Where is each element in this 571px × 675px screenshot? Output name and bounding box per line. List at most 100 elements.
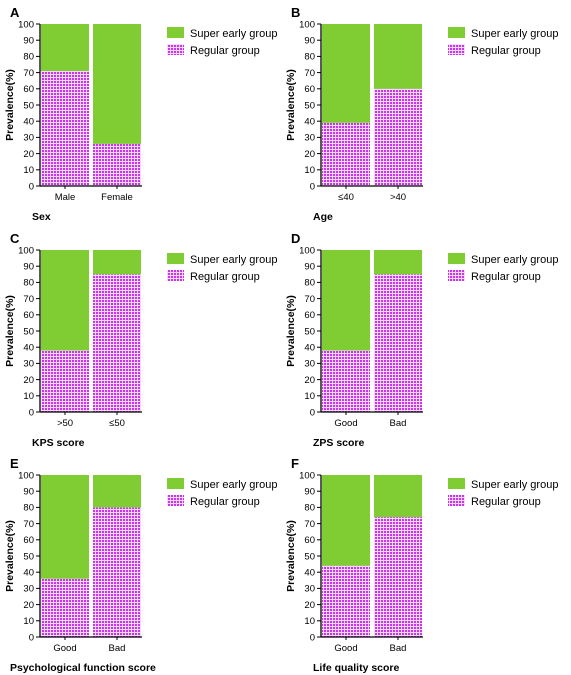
y-tick-label: 70: [304, 519, 315, 530]
panel-letter: B: [291, 5, 300, 20]
bar-regular-group: [322, 565, 370, 637]
legend-swatch-super-early-group: [448, 478, 465, 489]
y-tick-label: 90: [23, 262, 34, 273]
legend-swatch-regular-group: [167, 495, 184, 506]
bar-regular-group: [374, 88, 422, 186]
y-tick-label: 80: [304, 52, 315, 63]
legend-swatch-super-early-group: [448, 253, 465, 264]
y-tick-label: 0: [29, 181, 34, 192]
panel-letter: C: [10, 231, 20, 246]
y-axis-title: Prevalence(%): [285, 295, 297, 367]
y-axis-title: Prevalence(%): [285, 520, 297, 592]
bar-regular-group: [93, 507, 141, 637]
legend-swatch-regular-group: [448, 270, 465, 281]
y-tick-label: 80: [23, 278, 34, 289]
bar-super-early-group: [322, 250, 370, 351]
y-tick-label: 70: [23, 68, 34, 79]
y-tick-label: 80: [23, 52, 34, 63]
y-tick-label: 0: [310, 407, 315, 418]
y-tick-label: 100: [299, 470, 315, 481]
legend-swatch-regular-group: [448, 495, 465, 506]
bar-super-early-group: [93, 24, 141, 144]
y-tick-label: 20: [304, 149, 315, 160]
y-tick-label: 80: [23, 503, 34, 514]
y-tick-label: 30: [304, 133, 315, 144]
bar-regular-group: [41, 70, 89, 186]
legend-swatch-regular-group: [167, 44, 184, 55]
bar-super-early-group: [93, 475, 141, 508]
bar-super-early-group: [374, 475, 422, 518]
y-tick-label: 20: [304, 600, 315, 611]
chart-panel-e: E Good Bad 0 10 20 30 40 50 60 70 80 90 100 Prevalence…: [4, 456, 277, 674]
x-tick-label: Bad: [390, 643, 407, 654]
panel-letter: F: [291, 456, 299, 471]
legend-label-regular-group: Regular group: [471, 45, 541, 57]
bar-regular-group: [41, 578, 89, 637]
y-tick-label: 20: [23, 600, 34, 611]
y-tick-label: 30: [304, 584, 315, 595]
x-tick-label: Female: [101, 192, 133, 203]
bar-super-early-group: [41, 475, 89, 579]
y-tick-label: 60: [304, 310, 315, 321]
legend-label-regular-group: Regular group: [190, 496, 260, 508]
y-tick-label: 50: [304, 100, 315, 111]
y-tick-label: 70: [304, 68, 315, 79]
y-tick-label: 40: [23, 117, 34, 128]
legend-swatch-regular-group: [167, 270, 184, 281]
x-tick-label: Bad: [109, 643, 126, 654]
legend-label-super-early-group: Super early group: [471, 254, 558, 266]
legend-swatch-super-early-group: [448, 27, 465, 38]
x-tick-label: Bad: [390, 418, 407, 429]
y-tick-label: 40: [304, 568, 315, 579]
y-tick-label: 60: [23, 310, 34, 321]
y-tick-label: 90: [304, 262, 315, 273]
y-tick-label: 20: [23, 375, 34, 386]
chart-panel-b: B ≤40 >40 0 10 20 30 40 50 60 70 80 90 100 Prevalence(…: [285, 5, 558, 223]
y-tick-label: 80: [304, 503, 315, 514]
x-axis-title: KPS score: [32, 437, 85, 449]
bar-super-early-group: [322, 24, 370, 123]
y-tick-label: 0: [310, 632, 315, 643]
x-axis-title: Life quality score: [313, 662, 400, 674]
y-tick-label: 40: [23, 568, 34, 579]
y-tick-label: 90: [23, 36, 34, 47]
bar-regular-group: [322, 350, 370, 412]
x-tick-label: ≤50: [109, 418, 125, 429]
chart-panel-c: C >50 ≤50 0 10 20 30 40 50 60 70 80 90 100 Prevalence(…: [4, 231, 277, 449]
legend-label-regular-group: Regular group: [190, 45, 260, 57]
x-axis-title: Psychological function score: [10, 662, 156, 674]
y-tick-label: 40: [304, 117, 315, 128]
y-tick-label: 100: [18, 245, 34, 256]
legend-label-regular-group: Regular group: [471, 271, 541, 283]
bar-regular-group: [374, 274, 422, 412]
y-tick-label: 100: [299, 19, 315, 30]
x-tick-label: Good: [334, 643, 357, 654]
y-axis-title: Prevalence(%): [4, 520, 16, 592]
y-tick-label: 10: [304, 616, 315, 627]
y-tick-label: 100: [18, 470, 34, 481]
y-tick-label: 10: [304, 391, 315, 402]
legend-swatch-super-early-group: [167, 27, 184, 38]
bar-regular-group: [41, 350, 89, 412]
chart-panel-f: F Good Bad 0 10 20 30 40 50 60 70 80 90 100 Prevalence…: [285, 456, 558, 674]
x-axis-title: ZPS score: [313, 437, 365, 449]
legend-label-super-early-group: Super early group: [190, 479, 277, 491]
y-axis-title: Prevalence(%): [4, 69, 16, 141]
y-tick-label: 70: [23, 294, 34, 305]
y-tick-label: 90: [304, 487, 315, 498]
y-axis-title: Prevalence(%): [4, 295, 16, 367]
x-tick-label: ≤40: [338, 192, 354, 203]
y-tick-label: 90: [304, 36, 315, 47]
x-tick-label: Good: [53, 643, 76, 654]
y-tick-label: 100: [18, 19, 34, 30]
x-axis-title: Sex: [32, 211, 51, 223]
legend-label-super-early-group: Super early group: [190, 254, 277, 266]
y-tick-label: 50: [23, 326, 34, 337]
legend-label-super-early-group: Super early group: [471, 479, 558, 491]
x-tick-label: Good: [334, 418, 357, 429]
y-tick-label: 60: [23, 84, 34, 95]
legend-swatch-regular-group: [448, 44, 465, 55]
y-tick-label: 30: [23, 359, 34, 370]
